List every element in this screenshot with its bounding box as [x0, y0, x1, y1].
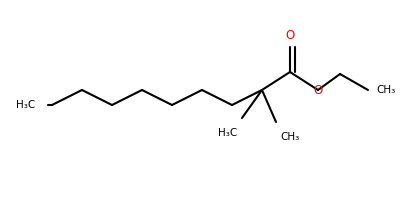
Text: CH₃: CH₃	[376, 85, 395, 95]
Text: H₃C: H₃C	[16, 100, 35, 110]
Text: H₃C: H₃C	[218, 128, 237, 138]
Text: O: O	[285, 29, 295, 42]
Text: O: O	[313, 84, 323, 97]
Text: CH₃: CH₃	[280, 132, 299, 142]
